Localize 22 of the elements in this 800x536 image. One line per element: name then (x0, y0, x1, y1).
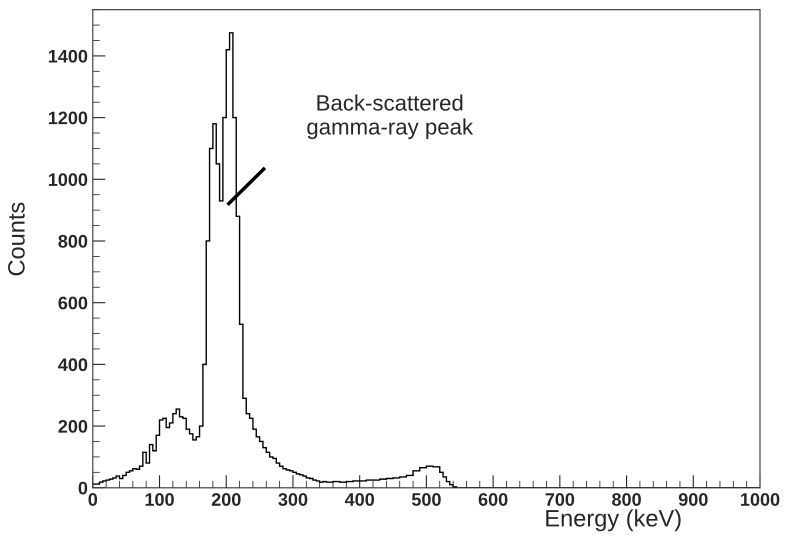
x-tick-label: 200 (212, 493, 241, 506)
x-tick-label: 600 (478, 493, 508, 506)
y-axis-title: Counts (8, 202, 25, 276)
x-tick-label: 700 (546, 493, 574, 506)
y-tick-label: 400 (58, 358, 88, 372)
x-tick-label: 800 (612, 493, 641, 506)
x-tick-label: 100 (146, 493, 174, 506)
y-tick-label: 0 (78, 482, 88, 494)
x-tick-label: 1000 (741, 493, 780, 506)
x-tick-label: 500 (412, 493, 441, 506)
y-tick-label: 1400 (48, 50, 88, 63)
y-tick-label: 1000 (48, 173, 88, 186)
x-tick-label: 300 (278, 493, 308, 506)
x-axis-title: Energy (keV) (546, 509, 681, 532)
x-tick-label: 400 (344, 493, 374, 506)
y-tick-label: 600 (58, 296, 88, 310)
x-tick-label: 900 (678, 493, 708, 506)
y-tick-label: 1200 (48, 112, 88, 124)
annotation: Back-scattered gamma-ray peak (307, 94, 474, 140)
y-tick-label: 800 (58, 234, 88, 248)
y-tick-label: 200 (58, 420, 88, 433)
x-tick-label: 0 (88, 493, 98, 506)
